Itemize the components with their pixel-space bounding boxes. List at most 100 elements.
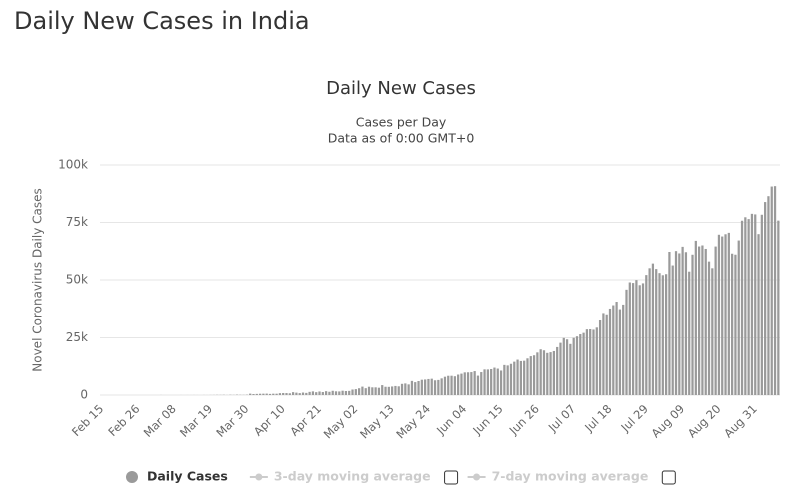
y-tick-label: 0 [80, 388, 88, 402]
bar [420, 379, 423, 395]
bar [546, 352, 549, 395]
bar [334, 391, 338, 395]
bar [249, 393, 252, 395]
bar [641, 283, 645, 395]
chart-subtitle: Cases per Day [356, 115, 447, 130]
bar [344, 391, 348, 395]
bar [612, 305, 615, 395]
bar [625, 289, 628, 395]
bar [628, 282, 631, 395]
x-tick-label: Jul 29 [618, 402, 651, 435]
bar [513, 361, 516, 395]
x-tick-label: Jun 04 [433, 402, 469, 438]
bar [381, 385, 384, 395]
bar [622, 304, 625, 395]
y-axis-label: Novel Coronavirus Daily Cases [31, 188, 45, 371]
bar [476, 375, 480, 395]
bar [361, 386, 364, 395]
legend-marker[interactable] [126, 471, 138, 483]
bar [579, 334, 582, 395]
bar [447, 375, 450, 395]
bar [678, 253, 681, 395]
bar [516, 359, 519, 395]
bar [655, 269, 658, 395]
bar [252, 394, 255, 395]
bar [737, 240, 740, 395]
bar [773, 186, 777, 395]
legend-marker[interactable] [473, 473, 481, 481]
bar [282, 392, 285, 395]
bar [585, 329, 589, 395]
bar [308, 391, 311, 395]
bar [410, 380, 414, 395]
x-tick-label: Jun 15 [469, 402, 505, 438]
bar [473, 371, 476, 395]
bar [387, 386, 390, 395]
bar [704, 248, 707, 395]
bar [602, 313, 605, 395]
bar [278, 393, 282, 395]
legend-label[interactable]: 7-day moving average [492, 469, 649, 484]
bar [648, 268, 651, 395]
bar [731, 253, 734, 395]
bar [760, 214, 763, 395]
checkbox[interactable] [444, 470, 459, 485]
bar [466, 372, 470, 395]
bar [470, 372, 473, 395]
bar [542, 350, 546, 395]
bar [701, 245, 704, 395]
bar [358, 388, 361, 395]
bar [453, 376, 456, 395]
bar [681, 246, 684, 395]
bar [480, 372, 483, 395]
bar [275, 393, 278, 395]
bar [348, 390, 351, 395]
checkbox[interactable] [661, 470, 676, 485]
x-tick-label: Apr 10 [251, 402, 288, 439]
bar [486, 369, 489, 395]
legend-label[interactable]: Daily Cases [147, 469, 228, 484]
x-tick-label: Feb 26 [105, 402, 142, 439]
bar [526, 358, 529, 395]
bar [377, 387, 381, 395]
bar [539, 349, 542, 395]
bar [519, 360, 522, 395]
x-tick-label: Apr 21 [287, 402, 324, 439]
bar [341, 390, 344, 395]
bar [503, 364, 506, 395]
bar [582, 332, 585, 395]
bar [770, 186, 773, 395]
x-tick-label: May 13 [357, 402, 397, 442]
bar [631, 283, 635, 395]
bar [407, 384, 410, 395]
bar [367, 386, 371, 395]
bar [754, 214, 757, 395]
bar [285, 393, 288, 395]
bar [338, 391, 341, 395]
bar [301, 392, 305, 395]
bar [559, 342, 562, 395]
bar [443, 376, 447, 395]
bar [661, 275, 664, 395]
bar [262, 393, 265, 395]
bar [394, 385, 397, 395]
x-tick-label: Mar 30 [213, 402, 251, 440]
x-tick-label: Mar 08 [141, 402, 179, 440]
x-tick-label: May 02 [321, 402, 361, 442]
legend-marker[interactable] [255, 473, 263, 481]
bar [295, 392, 298, 395]
bar [698, 246, 701, 395]
bar [691, 254, 694, 395]
bar [664, 274, 668, 395]
bar [556, 346, 559, 395]
bar [490, 368, 493, 395]
bar [315, 392, 318, 395]
bar [668, 252, 671, 395]
bar [721, 236, 724, 395]
bar [572, 337, 575, 395]
bar [483, 369, 486, 395]
bar [598, 320, 602, 395]
legend-label[interactable]: 3-day moving average [274, 469, 431, 484]
